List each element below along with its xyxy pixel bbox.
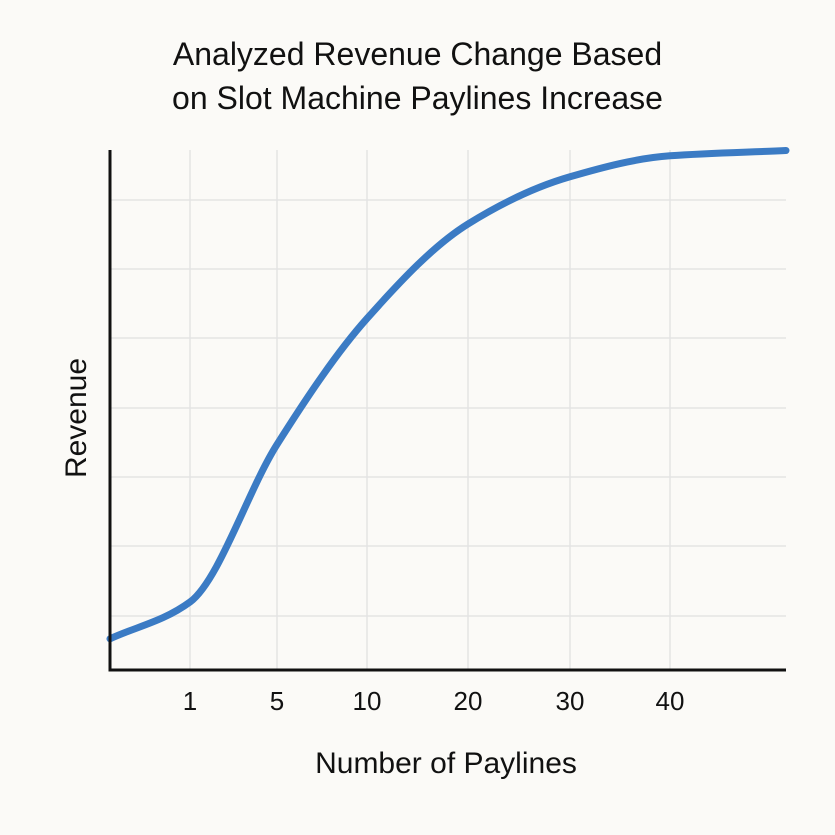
chart-title: Analyzed Revenue Change Based on Slot Ma…: [0, 32, 835, 120]
x-tick-label-10: 10: [353, 686, 382, 716]
y-axis-title: Revenue: [60, 358, 93, 478]
grid: [110, 150, 786, 670]
x-tick-label-1: 1: [183, 686, 197, 716]
chart-title-line-1: Analyzed Revenue Change Based: [172, 36, 663, 72]
x-tick-label-30: 30: [556, 686, 585, 716]
x-tick-labels: 1 5 10 20 30 40: [183, 686, 685, 716]
chart-title-line-2: on Slot Machine Paylines Increase: [172, 80, 663, 116]
x-tick-label-5: 5: [270, 686, 284, 716]
x-axis-title: Number of Paylines: [315, 747, 577, 780]
x-tick-label-40: 40: [656, 686, 685, 716]
revenue-curve: [106, 147, 790, 643]
x-tick-label-20: 20: [454, 686, 483, 716]
